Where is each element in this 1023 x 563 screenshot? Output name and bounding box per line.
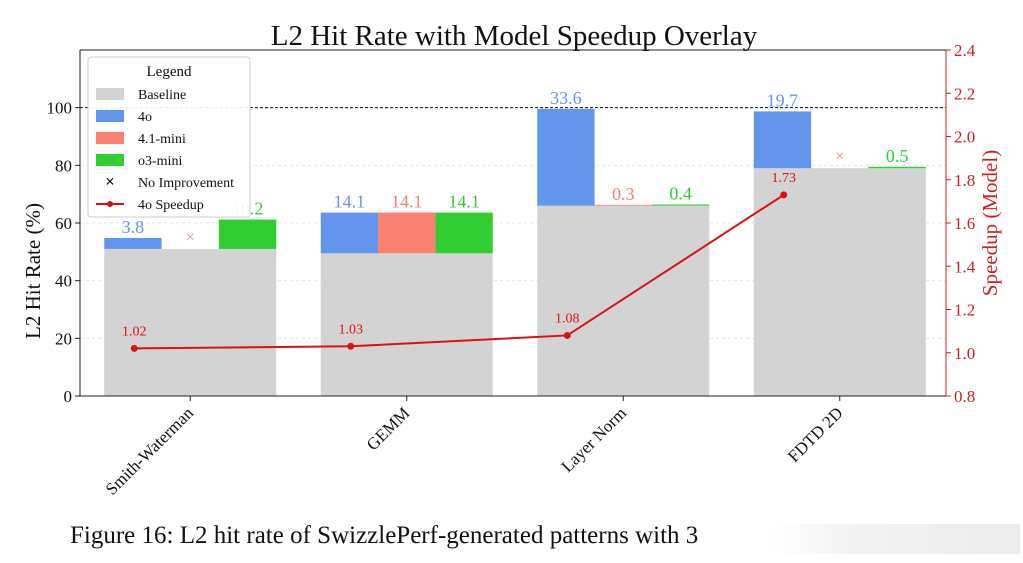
speedup-point: [780, 191, 788, 199]
baseline-bar: [104, 248, 277, 396]
legend-line-dot: [107, 201, 113, 207]
y2-tick-label: 1.6: [954, 214, 975, 233]
data-label: 14.1: [391, 192, 423, 212]
bar-o3mini: [868, 166, 926, 169]
watermark: [770, 524, 1020, 554]
bar-o3mini: [651, 204, 710, 206]
bar-4o: [537, 108, 595, 206]
data-label: 19.7: [767, 90, 799, 110]
y2-axis-label: Speedup (Model): [978, 150, 1002, 296]
x-tick-label: FDTD 2D: [784, 403, 847, 466]
chart: L2 Hit Rate with Model Speedup Overlay 3…: [21, 20, 1002, 499]
data-label: 14.1: [334, 192, 366, 212]
legend-swatch: [96, 88, 124, 100]
y2-tick-label: 2.0: [954, 128, 975, 147]
speedup-label: 1.03: [339, 322, 364, 337]
chart-title: L2 Hit Rate with Model Speedup Overlay: [271, 20, 758, 52]
legend-label: 4.1-mini: [138, 132, 186, 147]
speedup-point: [563, 331, 571, 339]
legend: Legend Baseline 4o 4.1-mini o3-mini × No Impro…: [87, 56, 251, 218]
y2-tick-label: 2.4: [954, 41, 976, 60]
legend-title: Legend: [147, 64, 192, 80]
legend-label: 4o Speedup: [138, 198, 204, 213]
y-tick-label: 20: [55, 329, 72, 348]
bar-4o: [320, 212, 379, 254]
baseline-bar: [753, 168, 926, 396]
figure-caption: Figure 16: L2 hit rate of SwizzlePerf-ge…: [70, 522, 699, 549]
speedup-line: [134, 194, 785, 350]
x-tick-label: Layer Norm: [558, 403, 631, 476]
bar-o3mini: [435, 212, 493, 254]
data-label: 3.8: [122, 217, 145, 237]
legend-swatch: [96, 110, 124, 122]
legend-label: Baseline: [138, 88, 186, 103]
legend-marker-x: ×: [105, 172, 115, 191]
y2-tick-label: 2.2: [954, 84, 975, 103]
data-label: 0.4: [669, 184, 692, 204]
bar-o3mini: [218, 219, 277, 249]
speedup-point: [130, 344, 138, 352]
bar-41mini: [594, 204, 652, 206]
no-improvement-marker: ×: [186, 229, 195, 246]
y2-tick-label: 1.2: [954, 301, 975, 320]
y2-tick-label: 1.4: [954, 257, 976, 276]
legend-label: 4o: [138, 110, 152, 125]
bar-4o: [104, 237, 162, 249]
legend-label: o3-mini: [138, 154, 182, 169]
data-label: 14.1: [448, 192, 480, 212]
legend-box: [87, 56, 251, 218]
bar-4o: [753, 111, 812, 169]
legend-label: No Improvement: [138, 176, 234, 191]
speedup-label: 1.02: [122, 324, 147, 339]
bar-41mini: [378, 212, 436, 254]
y-tick-label: 60: [55, 214, 72, 233]
data-label: 0.3: [612, 184, 635, 204]
y2-tick-label: 1.8: [954, 171, 975, 190]
data-label: 33.6: [550, 88, 582, 108]
y2-tick-label: 1.0: [954, 344, 975, 363]
y-tick-label: 100: [47, 99, 73, 118]
y-tick-label: 40: [55, 272, 72, 291]
baseline-bar: [537, 205, 710, 396]
x-tick-label: Smith-Waterman: [102, 403, 198, 499]
speedup-label: 1.73: [772, 171, 797, 186]
y-tick-label: 0: [64, 387, 73, 406]
y-axis-label: L2 Hit Rate (%): [21, 203, 45, 339]
data-label: 0.5: [886, 146, 909, 166]
speedup-point: [347, 342, 355, 350]
y-tick-label: 80: [55, 156, 72, 175]
speedup-label: 1.08: [555, 311, 580, 326]
legend-swatch: [96, 154, 124, 166]
legend-swatch: [96, 132, 124, 144]
baseline-bar: [320, 253, 493, 396]
x-tick-label: GEMM: [363, 403, 414, 454]
y2-tick-label: 0.8: [954, 387, 975, 406]
no-improvement-marker: ×: [835, 148, 844, 165]
